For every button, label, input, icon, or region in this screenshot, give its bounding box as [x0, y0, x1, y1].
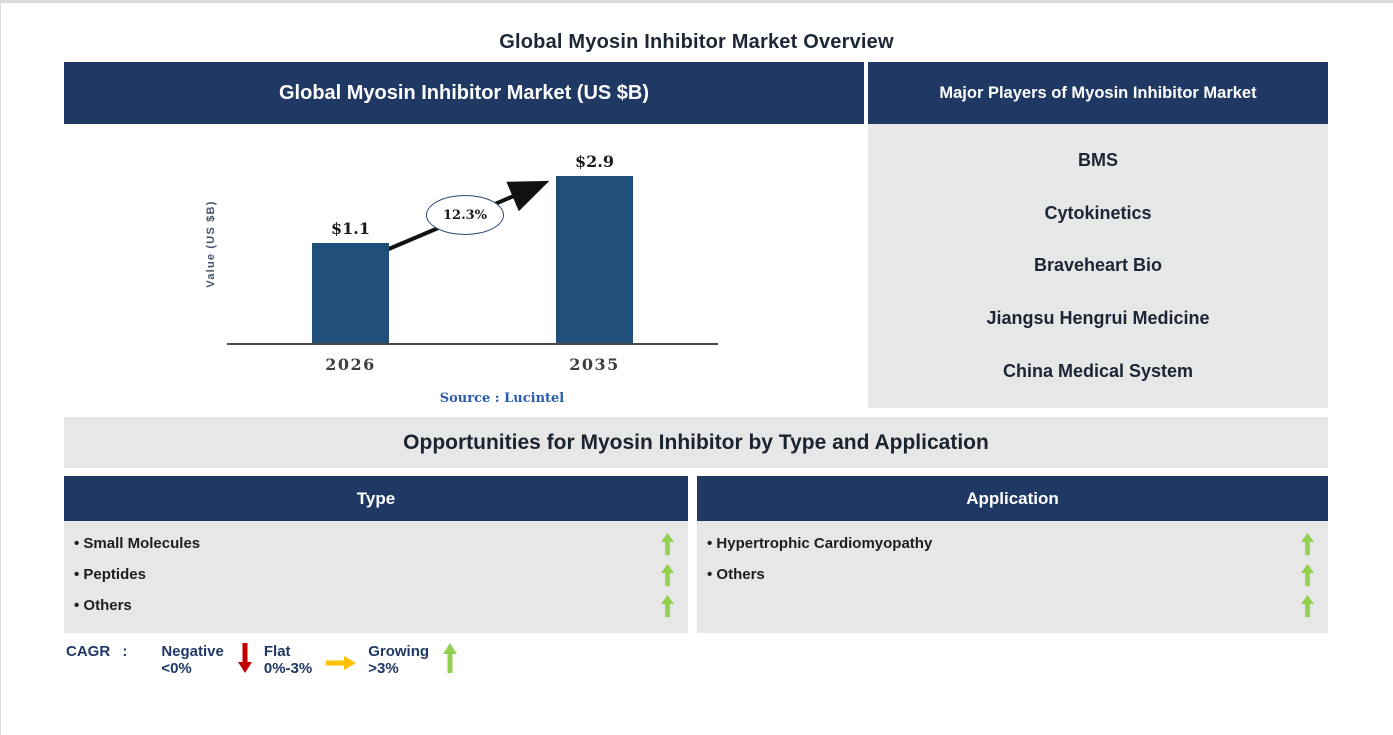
legend-range: >3%	[368, 660, 399, 677]
chart-panel-header: Global Myosin Inhibitor Market (US $B)	[64, 62, 864, 124]
list-item: Hypertrophic Cardiomyopathy	[707, 528, 1314, 559]
type-item-label: Peptides	[74, 566, 146, 583]
application-item-label: Others	[707, 566, 764, 583]
application-panel: Application Hypertrophic Cardiomyopathy …	[697, 476, 1328, 633]
type-panel-header: Type	[64, 476, 688, 521]
cagr-legend: CAGR : Negative <0% Flat 0%-3% Growing >…	[66, 643, 469, 677]
type-item-label: Others	[74, 597, 131, 614]
legend-label: Flat	[263, 643, 291, 660]
legend-item-flat: Flat 0%-3%	[263, 643, 357, 677]
trend-up-icon	[661, 532, 674, 556]
list-item: Small Molecules	[74, 528, 674, 559]
application-list: Hypertrophic Cardiomyopathy Others	[697, 521, 1328, 633]
trend-down-icon	[237, 643, 252, 673]
left-edge-line	[0, 0, 1, 735]
type-panel: Type Small Molecules Peptides Others	[64, 476, 688, 633]
x-axis-line	[227, 343, 718, 345]
bar-value-2026: $1.1	[331, 219, 370, 238]
cagr-trend-arrow	[383, 180, 550, 253]
list-item: Others	[707, 559, 1314, 590]
bar-value-2035: $2.9	[575, 152, 614, 171]
legend-item-negative: Negative <0%	[161, 643, 252, 677]
legend-title: CAGR :	[66, 643, 128, 660]
bar-2026	[312, 243, 389, 344]
legend-range: 0%-3%	[263, 660, 313, 677]
legend-range: <0%	[161, 660, 192, 677]
list-item	[707, 590, 1314, 621]
opportunities-banner: Opportunities for Myosin Inhibitor by Ty…	[64, 417, 1328, 468]
player-item: Cytokinetics	[1044, 202, 1152, 223]
page-title: Global Myosin Inhibitor Market Overview	[499, 31, 894, 53]
trend-up-icon	[1301, 563, 1314, 587]
top-edge-line	[0, 0, 1393, 3]
player-item: Braveheart Bio	[1033, 255, 1163, 276]
trend-up-icon	[443, 643, 458, 673]
legend-label: Growing	[368, 643, 430, 660]
bar-chart: Value (US $B) $1.1 $2.9 2026 2035 12.3% …	[64, 124, 864, 410]
type-list: Small Molecules Peptides Others	[64, 521, 688, 633]
player-item: Jiangsu Hengrui Medicine	[986, 308, 1210, 329]
cagr-annotation-ellipse: 12.3%	[426, 195, 504, 235]
players-list: BMS Cytokinetics Braveheart Bio Jiangsu …	[868, 124, 1328, 408]
trend-up-icon	[1301, 532, 1314, 556]
player-item: China Medical System	[1002, 361, 1194, 382]
trend-up-icon	[661, 594, 674, 618]
players-panel-header: Major Players of Myosin Inhibitor Market	[868, 62, 1328, 124]
player-item: BMS	[1078, 149, 1118, 170]
list-item: Peptides	[74, 559, 674, 590]
application-panel-header: Application	[697, 476, 1328, 521]
trend-up-icon	[1301, 594, 1314, 618]
x-tick-2026: 2026	[325, 355, 376, 374]
legend-item-growing: Growing >3%	[368, 643, 458, 677]
x-tick-2035: 2035	[569, 355, 620, 374]
bar-2035	[556, 176, 633, 344]
source-label: Source : Lucintel	[439, 391, 565, 406]
type-item-label: Small Molecules	[74, 535, 200, 552]
application-item-label: Hypertrophic Cardiomyopathy	[707, 535, 932, 552]
list-item: Others	[74, 590, 674, 621]
trend-up-icon	[661, 563, 674, 587]
trend-right-icon	[326, 656, 357, 670]
legend-label: Negative	[161, 643, 224, 660]
